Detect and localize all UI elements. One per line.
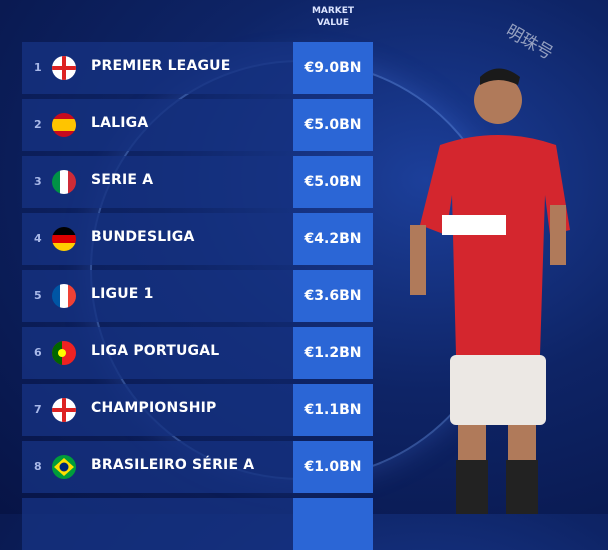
value-box: €1.1BN: [293, 384, 373, 436]
league-name: LIGA PORTUGAL: [91, 343, 220, 359]
portugal-flag-icon: [52, 341, 76, 365]
rank: 1: [34, 61, 42, 74]
value-box: €1.0BN: [293, 441, 373, 493]
rank: 2: [34, 118, 42, 131]
rank: 7: [34, 403, 42, 416]
table-row: 2 LALIGA €5.0BN: [22, 99, 373, 151]
league-name: BUNDESLIGA: [91, 229, 195, 245]
rank: 4: [34, 232, 42, 245]
player-image: [410, 68, 570, 514]
table-row-partial: [22, 498, 373, 550]
table-row: 4 BUNDESLIGA €4.2BN: [22, 213, 373, 265]
value-box: €1.2BN: [293, 327, 373, 379]
header-line: MARKET: [311, 6, 355, 16]
table-row: 5 LIGUE 1 €3.6BN: [22, 270, 373, 322]
header-line: VALUE: [316, 18, 350, 28]
market-value-header: MARKET VALUE: [293, 5, 373, 29]
germany-flag-icon: [52, 227, 76, 251]
league-name: BRASILEIRO SÉRIE A: [91, 457, 255, 473]
table-row: 1 PREMIER LEAGUE €9.0BN: [22, 42, 373, 94]
league-name: SERIE A: [91, 172, 154, 188]
england-flag-icon: [52, 56, 76, 80]
england-flag-icon: [52, 398, 76, 422]
table-row: 6 LIGA PORTUGAL €1.2BN: [22, 327, 373, 379]
value-box: €4.2BN: [293, 213, 373, 265]
italy-flag-icon: [52, 170, 76, 194]
table-row: 7 CHAMPIONSHIP €1.1BN: [22, 384, 373, 436]
rank: 6: [34, 346, 42, 359]
rank: 8: [34, 460, 42, 473]
value-box: [293, 498, 373, 550]
league-name: PREMIER LEAGUE: [91, 58, 231, 74]
sponsor-logo: [442, 215, 506, 235]
table-row: 3 SERIE A €5.0BN: [22, 156, 373, 208]
player-head: [474, 76, 522, 124]
league-name: LALIGA: [91, 115, 149, 131]
league-name: LIGUE 1: [91, 286, 154, 302]
rank: 5: [34, 289, 42, 302]
value-box: €5.0BN: [293, 156, 373, 208]
france-flag-icon: [52, 284, 76, 308]
player-shirt: [420, 135, 570, 355]
rank: 3: [34, 175, 42, 188]
value-box: €3.6BN: [293, 270, 373, 322]
spain-flag-icon: [52, 113, 76, 137]
brazil-flag-icon: [52, 455, 76, 479]
table-row: 8 BRASILEIRO SÉRIE A €1.0BN: [22, 441, 373, 493]
player-shorts: [450, 355, 546, 425]
value-box: €5.0BN: [293, 99, 373, 151]
value-box: €9.0BN: [293, 42, 373, 94]
league-name: CHAMPIONSHIP: [91, 400, 217, 416]
